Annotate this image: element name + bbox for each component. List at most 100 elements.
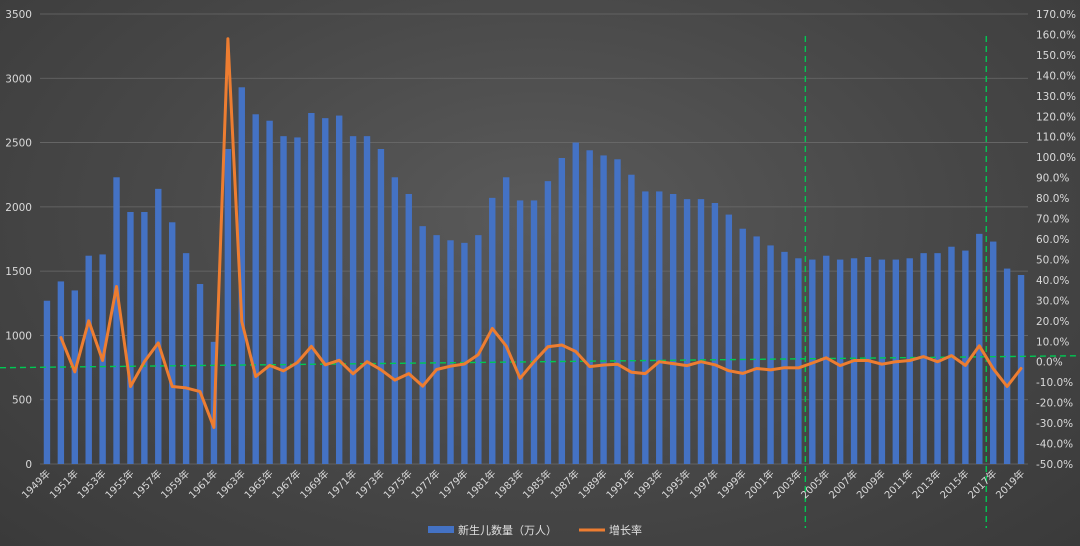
y-right-tick-label: 60.0% bbox=[1036, 234, 1069, 246]
legend[interactable]: 新生儿数量（万人） 增长率 bbox=[428, 523, 642, 537]
y-right-tick-label: 160.0% bbox=[1036, 29, 1076, 41]
y-left-tick-label: 500 bbox=[12, 395, 32, 407]
x-tick-label: 1975年 bbox=[381, 467, 415, 501]
bar bbox=[238, 87, 245, 465]
bar bbox=[85, 255, 92, 464]
x-tick-label: 2007年 bbox=[826, 467, 860, 501]
bar bbox=[628, 174, 635, 464]
y-right-tick-label: 100.0% bbox=[1036, 152, 1076, 164]
y-left-tick-label: 3000 bbox=[5, 73, 32, 85]
x-tick-label: 1967年 bbox=[269, 467, 303, 501]
x-tick-label: 2013年 bbox=[909, 467, 943, 501]
y-right-tick-label: -10.0% bbox=[1036, 377, 1073, 389]
x-tick-label: 1979年 bbox=[436, 467, 470, 501]
legend-label-growth: 增长率 bbox=[609, 523, 642, 537]
bar bbox=[976, 233, 983, 464]
x-tick-label: 1991年 bbox=[603, 467, 637, 501]
y-right-tick-label: 70.0% bbox=[1036, 214, 1069, 226]
y-right-tick-label: 140.0% bbox=[1036, 70, 1076, 82]
y-left-tick-label: 2000 bbox=[5, 202, 32, 214]
bar bbox=[461, 242, 468, 464]
bar bbox=[572, 142, 579, 465]
y-right-tick-label: 40.0% bbox=[1036, 275, 1069, 287]
x-tick-label: 2019年 bbox=[993, 467, 1027, 501]
x-tick-label: 2005年 bbox=[798, 467, 832, 501]
x-tick-label: 1965年 bbox=[241, 467, 275, 501]
bar bbox=[920, 253, 927, 464]
y-left-tick-label: 0 bbox=[25, 459, 32, 471]
x-tick-label: 1955年 bbox=[102, 467, 136, 501]
reference-lines bbox=[0, 36, 1080, 528]
bar bbox=[600, 155, 607, 464]
y-axis-left: 0 500 1000 1500 2000 2500 3000 3500 bbox=[5, 9, 32, 471]
growth-rate-line bbox=[59, 37, 1023, 429]
bar bbox=[614, 159, 621, 465]
x-tick-label: 1997年 bbox=[687, 467, 721, 501]
bar bbox=[168, 222, 176, 464]
bar bbox=[1003, 268, 1011, 464]
bar bbox=[155, 188, 162, 464]
x-tick-label: 1963年 bbox=[214, 467, 248, 501]
bar bbox=[127, 212, 134, 464]
x-tick-label: 1977年 bbox=[408, 467, 442, 501]
x-tick-label: 1969年 bbox=[297, 467, 331, 501]
bar bbox=[377, 149, 385, 464]
x-tick-label: 2015年 bbox=[937, 467, 971, 501]
bar bbox=[266, 120, 273, 464]
x-axis: 1949年1951年1953年1955年1957年1959年1961年1963年… bbox=[19, 467, 1027, 501]
y-right-tick-label: 0.0% bbox=[1036, 357, 1063, 369]
bar bbox=[934, 253, 941, 464]
bar bbox=[141, 212, 148, 464]
bar bbox=[280, 136, 287, 464]
x-tick-label: 2011年 bbox=[882, 467, 916, 501]
x-tick-label: 1971年 bbox=[325, 467, 359, 501]
y-axis-right: -50.0% -40.0% -30.0% -20.0% -10.0% 0.0% 10.0% 2… bbox=[1036, 9, 1076, 471]
bar bbox=[753, 236, 760, 464]
y-right-tick-label: 90.0% bbox=[1036, 173, 1069, 185]
x-tick-label: 1951年 bbox=[47, 467, 81, 501]
x-tick-label: 1993年 bbox=[631, 467, 665, 501]
bar bbox=[335, 115, 343, 465]
bar bbox=[725, 214, 733, 464]
bar bbox=[530, 200, 538, 464]
x-tick-label: 1981年 bbox=[464, 467, 498, 501]
y-right-tick-label: 30.0% bbox=[1036, 295, 1069, 307]
x-tick-label: 1959年 bbox=[158, 467, 192, 501]
x-tick-label: 1989年 bbox=[575, 467, 609, 501]
bar bbox=[475, 235, 482, 464]
bar bbox=[544, 181, 552, 464]
legend-label-births: 新生儿数量（万人） bbox=[458, 523, 557, 537]
y-right-tick-label: 150.0% bbox=[1036, 50, 1076, 62]
bar bbox=[322, 118, 329, 465]
y-right-tick-label: -20.0% bbox=[1036, 398, 1073, 410]
x-tick-label: 1995年 bbox=[659, 467, 693, 501]
x-tick-label: 1999年 bbox=[715, 467, 749, 501]
bar bbox=[683, 199, 691, 464]
bar bbox=[795, 258, 802, 464]
bar bbox=[182, 253, 190, 464]
bar bbox=[697, 199, 705, 464]
bar bbox=[224, 149, 232, 464]
bar-series bbox=[43, 87, 1025, 465]
bar bbox=[349, 136, 357, 464]
x-tick-label: 1973年 bbox=[353, 467, 387, 501]
bar bbox=[57, 281, 65, 464]
y-right-tick-label: 110.0% bbox=[1036, 132, 1076, 144]
bar bbox=[878, 259, 886, 464]
bar bbox=[196, 284, 204, 464]
y-right-tick-label: 120.0% bbox=[1036, 111, 1076, 123]
bar bbox=[294, 137, 301, 464]
x-tick-label: 2001年 bbox=[742, 467, 776, 501]
bar bbox=[433, 235, 440, 464]
line-series bbox=[59, 37, 1023, 429]
y-right-tick-label: 80.0% bbox=[1036, 193, 1069, 205]
x-tick-label: 2017年 bbox=[965, 467, 999, 501]
y-right-tick-label: -30.0% bbox=[1036, 418, 1073, 430]
bar bbox=[405, 194, 412, 464]
x-tick-label: 1957年 bbox=[130, 467, 164, 501]
bar bbox=[308, 113, 315, 464]
y-left-tick-label: 3500 bbox=[5, 9, 32, 21]
x-tick-label: 1983年 bbox=[492, 467, 526, 501]
x-tick-label: 1987年 bbox=[548, 467, 582, 501]
